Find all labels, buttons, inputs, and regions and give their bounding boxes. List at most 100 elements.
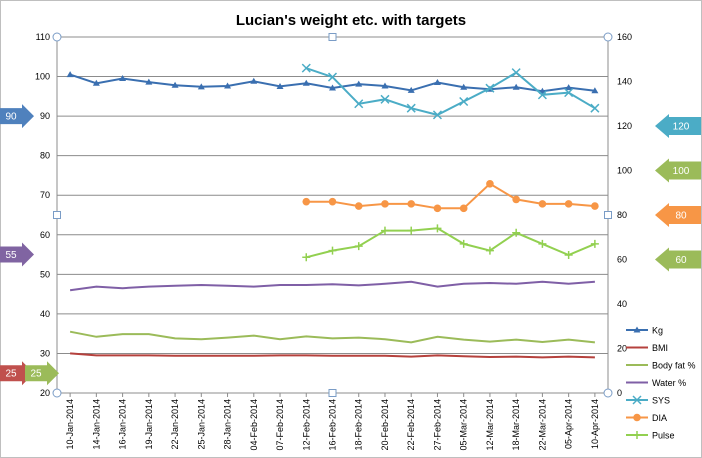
y-left-tick-label: 90 xyxy=(40,111,50,121)
target-arrow-label: 120 xyxy=(673,122,690,133)
point-marker xyxy=(119,75,127,82)
y-right-tick-label: 160 xyxy=(617,32,632,42)
legend-label: SYS xyxy=(652,396,670,406)
point-marker xyxy=(92,79,100,86)
series-line xyxy=(69,280,595,292)
y-right-tick-label: 100 xyxy=(617,166,632,176)
point-marker xyxy=(486,180,494,188)
series-line xyxy=(69,330,596,344)
point-marker xyxy=(538,200,547,208)
x-tick-label: 22-Jan-2014 xyxy=(170,399,180,450)
point-marker xyxy=(433,204,442,213)
x-tick-label: 05-Mar-2014 xyxy=(459,399,469,451)
point-marker xyxy=(381,82,389,89)
point-marker xyxy=(328,246,337,255)
legend: Kg BMI Body fat % Water % SYS DIA Pulse xyxy=(626,326,696,441)
point-marker xyxy=(633,326,641,333)
target-arrow-label: 25 xyxy=(30,369,42,380)
y-left-tick-label: 20 xyxy=(40,388,50,398)
point-marker xyxy=(197,83,205,90)
x-tick-label: 27-Feb-2014 xyxy=(432,399,442,451)
target-arrow-label: 80 xyxy=(675,211,687,222)
point-marker xyxy=(171,81,179,88)
point-marker xyxy=(354,202,363,210)
point-marker xyxy=(512,195,520,204)
y-left-tick-label: 80 xyxy=(40,151,50,161)
point-marker xyxy=(407,200,416,208)
legend-entry: DIA xyxy=(626,413,667,423)
selection-handles[interactable] xyxy=(52,32,613,398)
y-left-tick-label: 100 xyxy=(35,72,50,82)
target-arrow-shape xyxy=(655,203,701,227)
y-left-tick-label: 30 xyxy=(40,348,50,358)
series-pulse xyxy=(302,224,599,262)
series-dia xyxy=(302,180,599,213)
y-right-tick-label: 60 xyxy=(617,255,627,265)
point-marker xyxy=(407,86,415,93)
y-left-tick-label: 60 xyxy=(40,230,50,240)
target-arrows: 90 55 25 25 120 100 80 60 xyxy=(0,104,701,386)
x-tick-label: 16-Feb-2014 xyxy=(328,399,338,451)
series-line xyxy=(70,352,595,359)
target-arrow-shape xyxy=(0,242,34,267)
point-marker xyxy=(485,246,494,255)
legend-entry: Kg xyxy=(626,326,663,336)
series-line xyxy=(306,182,595,210)
x-tick-label: 28-Jan-2014 xyxy=(223,399,233,450)
y-left-tick-label: 70 xyxy=(40,190,50,200)
point-marker xyxy=(633,413,641,422)
target-arrow-shape xyxy=(0,104,34,129)
target-arrow-shape xyxy=(655,247,701,272)
legend-label: Kg xyxy=(652,326,663,336)
point-marker xyxy=(459,96,469,107)
target-arrow: 25 xyxy=(25,361,59,386)
point-marker xyxy=(328,197,337,206)
point-marker xyxy=(433,78,441,85)
legend-entry: Body fat % xyxy=(626,361,696,371)
x-tick-label: 19-Jan-2014 xyxy=(144,399,154,450)
point-marker xyxy=(406,103,416,113)
point-marker xyxy=(276,82,284,89)
point-marker xyxy=(250,77,258,84)
x-tick-label: 18-Feb-2014 xyxy=(354,399,364,451)
point-marker xyxy=(432,110,442,120)
y-right-tick-label: 80 xyxy=(617,210,627,220)
point-marker xyxy=(460,83,468,90)
point-marker xyxy=(302,197,311,206)
point-marker xyxy=(66,71,74,78)
point-marker xyxy=(355,80,363,87)
point-marker xyxy=(590,103,600,113)
target-arrow-label: 55 xyxy=(5,250,17,261)
point-marker xyxy=(633,431,641,439)
target-arrow: 120 xyxy=(655,114,701,138)
point-marker xyxy=(485,83,495,93)
series-body-fat- xyxy=(69,330,596,344)
x-tick-label: 25-Jan-2014 xyxy=(196,399,206,450)
point-marker xyxy=(301,63,311,73)
point-marker xyxy=(564,200,573,208)
point-marker xyxy=(564,251,573,260)
x-tick-label: 10-Jan-2014 xyxy=(65,399,75,450)
target-arrow: 80 xyxy=(655,203,701,227)
point-marker xyxy=(591,202,599,210)
y-right-tick-label: 140 xyxy=(617,77,632,87)
resize-handle xyxy=(603,32,613,42)
x-tick-label: 22-Mar-2014 xyxy=(537,399,547,451)
point-marker xyxy=(302,79,310,86)
legend-entry: BMI xyxy=(626,343,668,353)
point-marker xyxy=(511,68,521,78)
series-line xyxy=(305,67,596,116)
resize-handle xyxy=(53,211,61,219)
y-right-tick-label: 20 xyxy=(617,344,627,354)
target-arrow: 60 xyxy=(655,247,701,272)
target-arrow-label: 90 xyxy=(5,112,17,123)
series-lines xyxy=(66,63,600,359)
legend-label: DIA xyxy=(652,413,667,423)
point-marker xyxy=(512,83,520,90)
y-left-tick-label: 110 xyxy=(36,32,50,42)
x-tick-label: 20-Feb-2014 xyxy=(380,399,390,451)
point-marker xyxy=(381,200,389,208)
point-marker xyxy=(380,94,390,104)
series-water- xyxy=(69,280,595,292)
